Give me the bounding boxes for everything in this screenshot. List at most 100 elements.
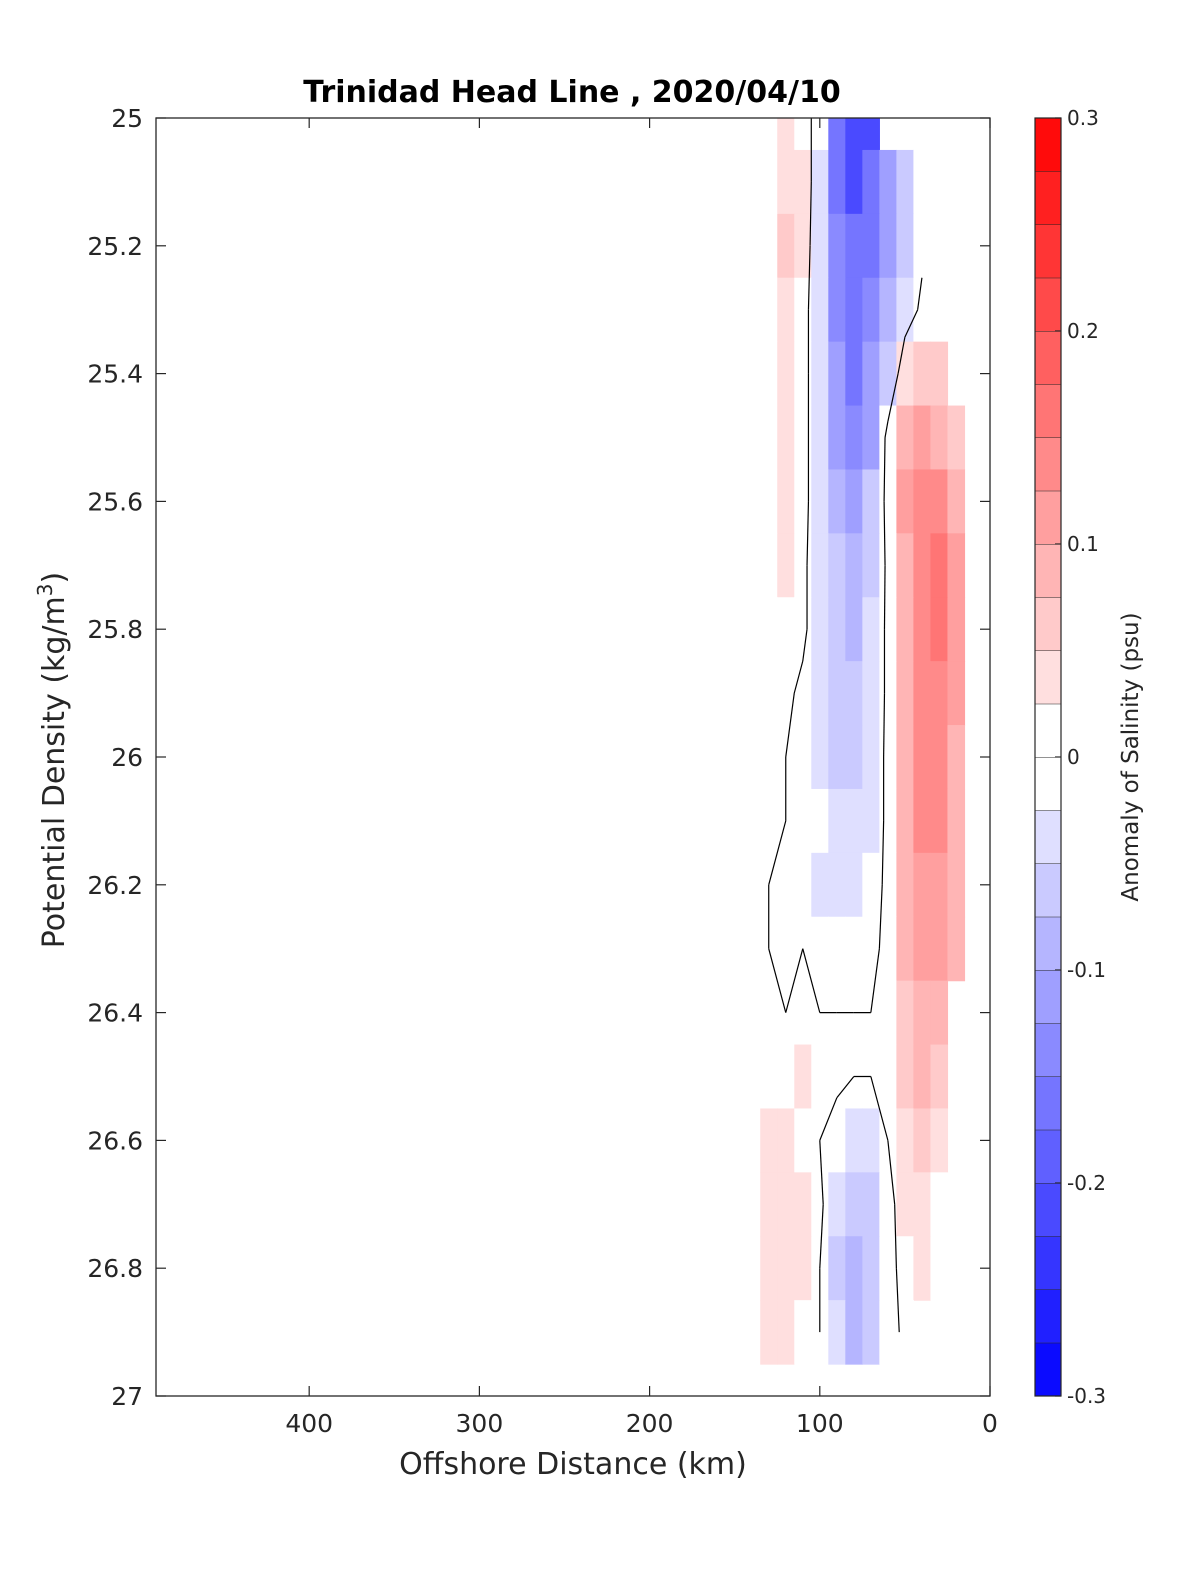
heatmap-cell [811, 213, 829, 279]
zero-contour-segment [802, 629, 808, 662]
zero-contour-segment [883, 501, 886, 566]
heatmap-cell [930, 980, 949, 1046]
heatmap-cell [913, 405, 932, 471]
colorbar-band [1035, 171, 1061, 225]
heatmap-cell [896, 149, 915, 215]
zero-contour-segment [768, 820, 787, 885]
heatmap-cell [811, 916, 829, 982]
zero-contour-segment [819, 1204, 824, 1269]
heatmap-cell [930, 405, 949, 471]
heatmap-cell [794, 597, 812, 662]
heatmap-cell [845, 213, 863, 279]
heatmap-cell [777, 1172, 795, 1237]
heatmap-cell [794, 1300, 812, 1365]
colorbar-band [1035, 703, 1061, 757]
zero-contour-segment [883, 693, 886, 758]
heatmap-cell [811, 597, 829, 662]
heatmap-cell [845, 597, 863, 662]
heatmap-cell [862, 661, 880, 726]
heatmap-cell [896, 1300, 915, 1365]
y-tick-label: 26.4 [87, 999, 143, 1028]
heatmap-cell [794, 852, 812, 918]
heatmap-cell [845, 405, 863, 471]
heatmap-cell [828, 469, 846, 534]
zero-contour-segment [887, 1140, 896, 1205]
heatmap-cell [777, 469, 795, 534]
heatmap-cell [845, 469, 863, 534]
heatmap-cell [862, 118, 880, 151]
heatmap-cell [828, 725, 846, 790]
heatmap-cell [760, 1172, 778, 1237]
zero-contour-segment [809, 181, 812, 246]
heatmap-cell [896, 1236, 915, 1301]
heatmap-cell [760, 980, 778, 1046]
y-tick-label: 26.6 [87, 1126, 143, 1155]
heatmap-cell [777, 1044, 795, 1110]
y-tick-label: 25.8 [87, 615, 143, 644]
heatmap-cell [896, 980, 915, 1046]
heatmap-cell [828, 788, 846, 854]
heatmap-cell [794, 1044, 812, 1110]
heatmap-cell [845, 1172, 863, 1237]
colorbar-tick-label: 0 [1067, 745, 1080, 769]
heatmap-cell [777, 661, 795, 726]
colorbar-band [1035, 1076, 1061, 1130]
colorbar-tick-label: -0.1 [1067, 958, 1106, 982]
heatmap-cell [879, 405, 897, 471]
heatmap-cell [828, 916, 846, 982]
heatmap-cell [862, 213, 880, 279]
heatmap-cell [760, 149, 778, 215]
heatmap-cell [845, 661, 863, 726]
heatmap-cell [845, 788, 863, 854]
heatmap-cell [794, 533, 812, 598]
heatmap-cell [811, 725, 829, 790]
heatmap-cell [760, 1108, 778, 1173]
heatmap-cell [913, 788, 932, 854]
heatmap-cell [879, 213, 897, 279]
heatmap-cell [930, 341, 949, 407]
heatmap-cell [811, 1300, 829, 1365]
heatmap-cell [862, 1108, 880, 1173]
heatmap-cell [862, 597, 880, 662]
colorbar-tick-label: -0.3 [1067, 1384, 1106, 1408]
heatmap-cell [930, 1044, 949, 1110]
zero-contour-segment [836, 1076, 855, 1099]
heatmap-cell [947, 661, 966, 726]
heatmap-cell [845, 852, 863, 918]
zero-contour-segment [881, 820, 885, 885]
heatmap-cell [947, 852, 966, 918]
heatmap-cell [845, 118, 863, 151]
heatmap-cell [811, 1172, 829, 1237]
colorbar-band [1035, 597, 1061, 651]
heatmap-cell [794, 405, 812, 471]
heatmap-cell [777, 1236, 795, 1301]
heatmap-cell [913, 277, 932, 343]
x-tick-label: 100 [796, 1409, 844, 1438]
zero-contour-segment [883, 437, 886, 502]
heatmap-cell [794, 277, 812, 343]
chart-title: Trinidad Head Line , 2020/04/10 [303, 75, 840, 110]
heatmap-cell [947, 725, 966, 790]
heatmap-cell [879, 341, 897, 407]
heatmap-cell [760, 1236, 778, 1301]
heatmap-cell [913, 661, 932, 726]
heatmap-cell [913, 852, 932, 918]
heatmap-cell [828, 1108, 846, 1173]
heatmap-cell [879, 661, 897, 726]
zero-contour-lines [768, 118, 923, 1333]
heatmap-cell [794, 149, 812, 215]
heatmap-cell [862, 405, 880, 471]
heatmap-cell [930, 916, 949, 982]
y-tick-label: 26 [111, 743, 143, 772]
plot-area: 400 300 200 100 0 25 25.2 25.4 25.6 25.8 26 26.2 26… [87, 104, 998, 1438]
heatmap-cell [913, 469, 932, 534]
heatmap-cell [913, 1236, 932, 1301]
heatmap-cell [811, 661, 829, 726]
y-tick-label: 26.2 [87, 871, 143, 900]
heatmap-cell [879, 277, 897, 343]
zero-contour-segment [894, 1204, 897, 1269]
heatmap-cell [760, 213, 778, 279]
heatmap-cell [879, 725, 897, 790]
heatmap-cell [947, 405, 966, 471]
y-axis-ticks: 25 25.2 25.4 25.6 25.8 26 26.2 26.4 26.6 26.8 27 [87, 104, 990, 1411]
